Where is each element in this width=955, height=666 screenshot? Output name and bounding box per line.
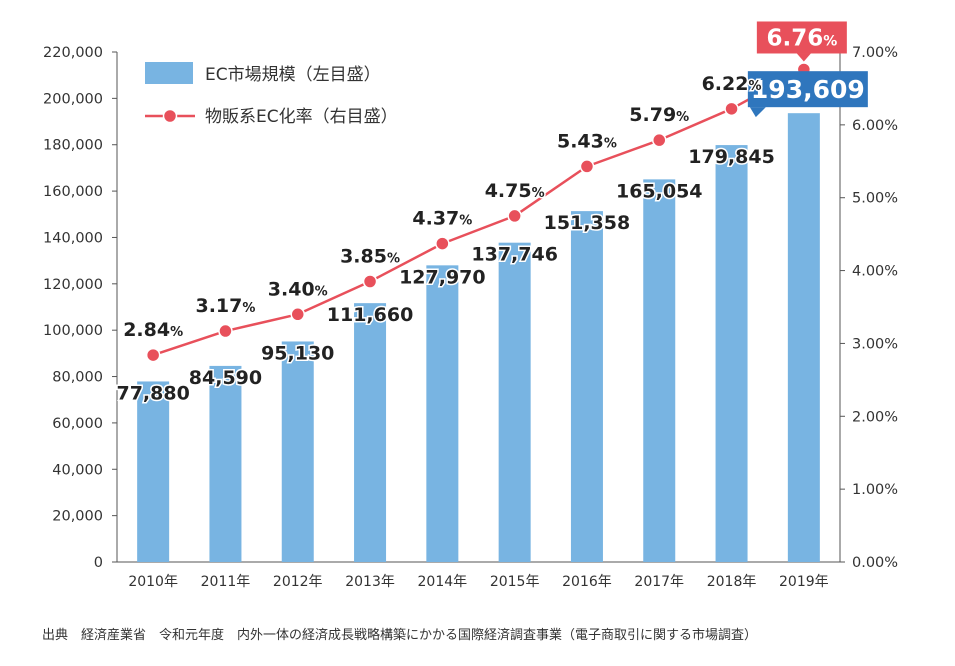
x-axis-category-label: 2014年 bbox=[418, 574, 468, 590]
bar bbox=[715, 145, 748, 562]
x-axis-category-label: 2010年 bbox=[128, 574, 178, 590]
bar-value-label: 77,880 bbox=[116, 382, 189, 404]
line-point bbox=[362, 274, 378, 289]
left-axis-tick-label: 80,000 bbox=[52, 370, 103, 386]
line-value-label: 4.75% bbox=[485, 180, 545, 202]
right-axis-tick-label: 5.00% bbox=[852, 191, 898, 207]
line-value-label: 3.85% bbox=[340, 246, 400, 268]
bar bbox=[787, 113, 820, 562]
line-point bbox=[579, 159, 595, 174]
ec-market-chart: 0 20,000 40,000 60,000 80,000 100,000 120,000 1… bbox=[43, 21, 898, 590]
left-axis-tick-label: 0 bbox=[94, 555, 103, 571]
x-axis-category-label: 2018年 bbox=[707, 574, 757, 590]
line-value-callout-box bbox=[756, 21, 847, 54]
bar bbox=[426, 265, 459, 562]
left-axis-tick-label: 100,000 bbox=[43, 323, 103, 339]
left-axis-tick-label: 220,000 bbox=[43, 45, 103, 61]
bar-value-label: 111,660 bbox=[327, 304, 414, 326]
bar-value-callout-box bbox=[747, 71, 868, 108]
line-point bbox=[724, 101, 739, 117]
bar-value-label: 137,746 bbox=[471, 244, 558, 266]
bar-value-callout-pointer bbox=[749, 107, 766, 118]
line-point bbox=[435, 236, 450, 251]
bar-value-label: 84,590 bbox=[189, 367, 262, 389]
left-axis-tick-label: 120,000 bbox=[43, 277, 103, 293]
x-axis-category-label: 2019年 bbox=[779, 574, 829, 590]
bar bbox=[498, 242, 531, 562]
legend-bar-swatch bbox=[145, 62, 193, 84]
x-axis-category-label: 2012年 bbox=[273, 574, 323, 590]
bar-value-label: 95,130 bbox=[261, 342, 334, 364]
x-axis-category-label: 2015年 bbox=[490, 574, 540, 590]
left-axis-tick-label: 200,000 bbox=[43, 91, 103, 107]
left-axis-tick-label: 40,000 bbox=[52, 462, 103, 478]
x-axis-category-label: 2017年 bbox=[634, 574, 684, 590]
left-axis-tick-label: 160,000 bbox=[43, 184, 103, 200]
line-point bbox=[507, 208, 522, 224]
line-value-label: 6.22% bbox=[702, 73, 762, 95]
line-point bbox=[290, 307, 305, 322]
line-value-label: 6.76% bbox=[766, 25, 837, 51]
right-axis-tick-label: 2.00% bbox=[852, 409, 898, 425]
bar-value-label: 179,845 bbox=[688, 146, 775, 168]
bar bbox=[643, 179, 676, 562]
left-axis-tick-label: 20,000 bbox=[52, 509, 103, 525]
left-axis-tick-label: 140,000 bbox=[43, 230, 103, 246]
line-point bbox=[145, 347, 161, 363]
bar bbox=[354, 303, 387, 562]
bar bbox=[281, 341, 314, 562]
ec-rate-line bbox=[152, 68, 805, 357]
bar bbox=[209, 365, 242, 562]
bar-value-label: 151,358 bbox=[544, 212, 631, 234]
x-axis-category-label: 2011年 bbox=[201, 574, 251, 590]
right-axis-tick-label: 3.00% bbox=[852, 336, 898, 352]
bar bbox=[137, 381, 170, 562]
line-point bbox=[652, 132, 667, 148]
right-axis-tick-label: 6.00% bbox=[852, 118, 898, 134]
line-value-label: 4.37% bbox=[412, 208, 472, 230]
right-axis-tick-label: 7.00% bbox=[852, 45, 898, 61]
legend-line-marker bbox=[162, 108, 178, 124]
right-axis-tick-label: 4.00% bbox=[852, 264, 898, 280]
x-axis-category-label: 2016年 bbox=[562, 574, 612, 590]
line-value-label: 5.43% bbox=[557, 130, 617, 152]
line-value-label: 3.40% bbox=[268, 278, 328, 300]
right-axis-tick-label: 1.00% bbox=[852, 482, 898, 498]
bar bbox=[570, 211, 603, 562]
legend-bar-label: EC市場規模（左目盛） bbox=[205, 65, 381, 85]
right-axis-tick-label: 0.00% bbox=[852, 555, 898, 571]
left-axis-tick-label: 180,000 bbox=[43, 138, 103, 154]
x-axis-category-label: 2013年 bbox=[345, 574, 395, 590]
left-axis-tick-label: 60,000 bbox=[52, 416, 103, 432]
line-value-label: 3.17% bbox=[195, 295, 255, 317]
bar-value-label: 193,609 bbox=[751, 75, 865, 104]
line-value-label: 5.79% bbox=[629, 104, 689, 126]
bar-value-label: 127,970 bbox=[399, 266, 486, 288]
line-value-callout-pointer bbox=[796, 53, 811, 62]
legend-line-label: 物販系EC化率（右目盛） bbox=[205, 107, 398, 127]
line-value-label: 2.84% bbox=[123, 319, 183, 341]
bar-value-label: 165,054 bbox=[616, 180, 703, 202]
source-note: 出典 経済産業省 令和元年度 内外一体の経済成長戦略構築にかかる国際経済調査事業… bbox=[42, 628, 758, 643]
line-point bbox=[218, 323, 233, 339]
